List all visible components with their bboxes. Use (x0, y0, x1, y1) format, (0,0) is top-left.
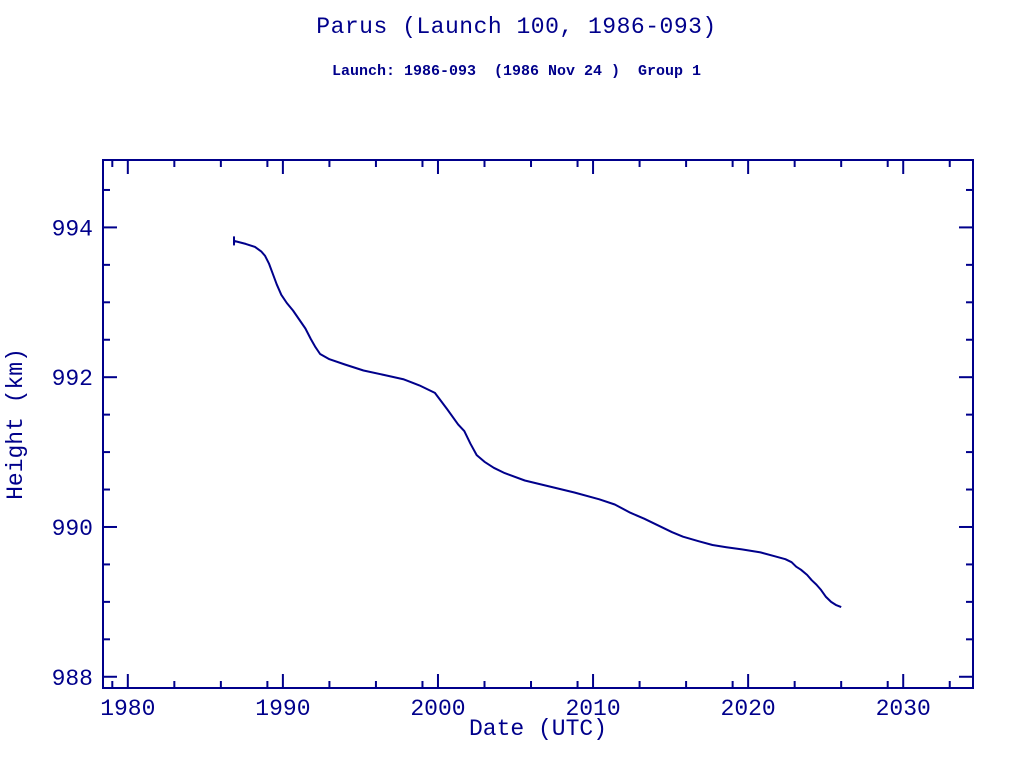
x-tick-label: 2020 (721, 696, 776, 722)
y-tick-label: 992 (52, 366, 93, 392)
y-tick-label: 990 (52, 516, 93, 542)
x-tick-label: 1980 (100, 696, 155, 722)
x-tick-label: 1990 (255, 696, 310, 722)
y-tick-label: 988 (52, 666, 93, 692)
x-axis-title: Date (UTC) (468, 716, 608, 742)
x-tick-label: 2010 (565, 696, 620, 722)
chart-subtitle: Launch: 1986-093 (1986 Nov 24 ) Group 1 (331, 63, 702, 80)
y-tick-label: 994 (52, 216, 93, 242)
x-tick-label: 2000 (410, 696, 465, 722)
y-axis-title: Height (km) (3, 348, 29, 500)
data-line-height (233, 236, 842, 609)
axis-box (102, 159, 974, 689)
x-tick-label: 2030 (876, 696, 931, 722)
chart-title: Parus (Launch 100, 1986-093) (316, 14, 717, 40)
